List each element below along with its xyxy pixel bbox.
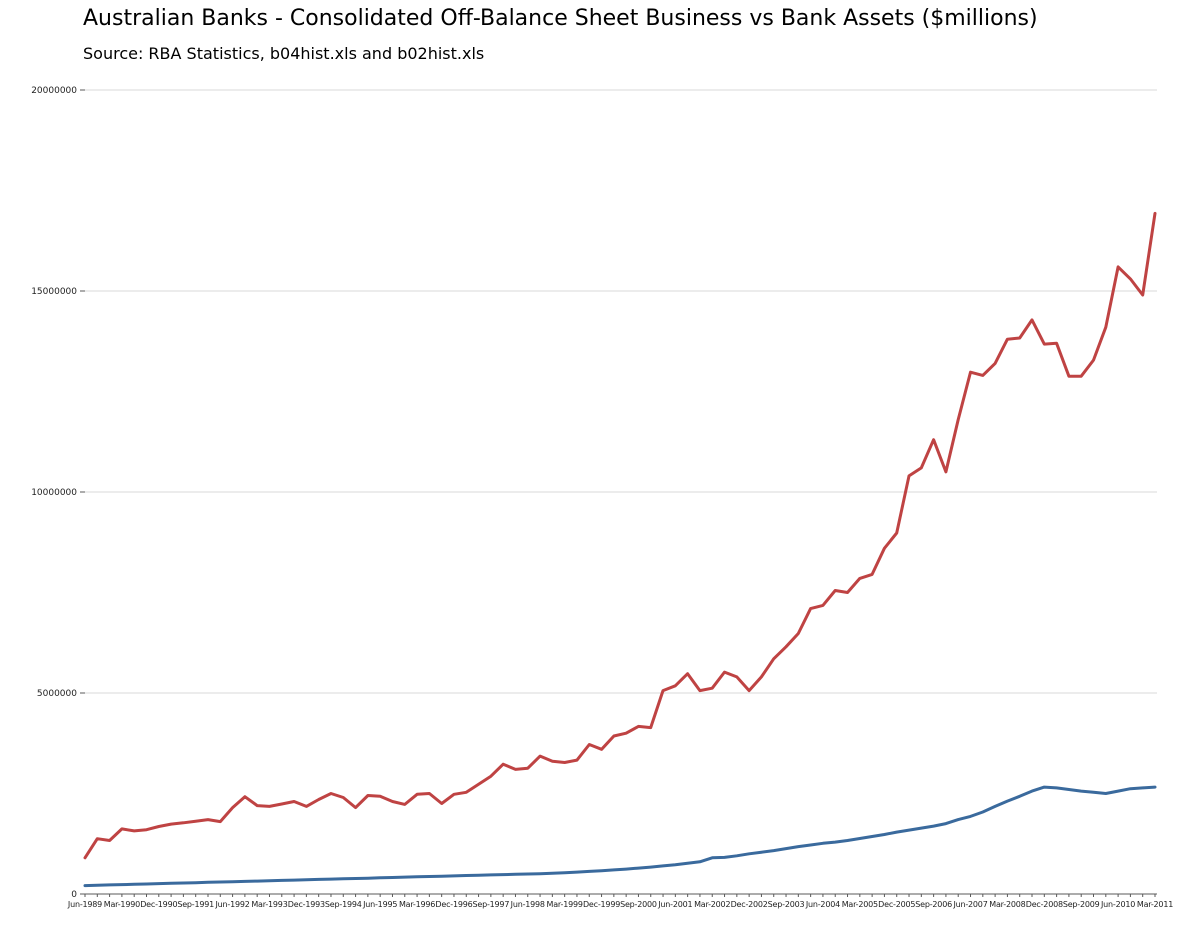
x-axis-label: Jun-2010 — [1100, 900, 1135, 909]
x-axis-label: Dec-2008 — [1026, 900, 1063, 909]
y-axis-label: 15000000 — [31, 287, 77, 297]
x-axis-label: Dec-1990 — [140, 900, 177, 909]
series-line-bank-assets — [83, 785, 1157, 888]
x-axis-label: Jun-2001 — [657, 900, 692, 909]
x-axis-label: Dec-1996 — [435, 900, 472, 909]
y-axis-label: 5000000 — [37, 689, 77, 699]
chart-subtitle: Source: RBA Statistics, b04hist.xls and … — [83, 44, 485, 63]
x-axis-label: Mar-1999 — [547, 900, 583, 909]
chart-title: Australian Banks - Consolidated Off-Bala… — [83, 6, 1038, 31]
y-axis-label: 20000000 — [31, 86, 77, 96]
x-axis-label: Sep-1991 — [177, 900, 214, 909]
x-axis-label: Mar-2011 — [1137, 900, 1173, 909]
x-axis-label: Dec-1993 — [288, 900, 325, 909]
x-axis-label: Mar-2002 — [694, 900, 730, 909]
x-axis-label: Mar-1993 — [251, 900, 287, 909]
x-axis-label: Mar-1990 — [104, 900, 140, 909]
x-axis-label: Mar-2005 — [842, 900, 878, 909]
x-axis-label: Sep-2009 — [1063, 900, 1100, 909]
x-axis-label: Mar-2008 — [989, 900, 1025, 909]
x-axis-label: Sep-1994 — [325, 900, 362, 909]
x-axis-label: Jun-1992 — [215, 900, 250, 909]
x-axis-label: Jun-1995 — [362, 900, 397, 909]
y-axis-label: 10000000 — [31, 488, 77, 498]
x-axis-label: Sep-2006 — [915, 900, 952, 909]
x-axis-label: Mar-1996 — [399, 900, 435, 909]
x-axis-label: Jun-2007 — [952, 900, 987, 909]
x-axis-label: Sep-1997 — [472, 900, 509, 909]
x-axis-label: Dec-1999 — [583, 900, 620, 909]
x-axis-label: Sep-2003 — [768, 900, 805, 909]
x-axis-label: Sep-2000 — [620, 900, 657, 909]
x-axis-label: Jun-1989 — [67, 900, 102, 909]
x-axis-label: Dec-2002 — [731, 900, 768, 909]
y-axis-label: 0 — [71, 890, 77, 900]
x-axis-label: Dec-2005 — [878, 900, 915, 909]
series-line-consolidated-off-balance-sheet-business — [83, 211, 1157, 860]
x-axis-label: Jun-1998 — [510, 900, 545, 909]
x-axis-label: Jun-2004 — [805, 900, 840, 909]
